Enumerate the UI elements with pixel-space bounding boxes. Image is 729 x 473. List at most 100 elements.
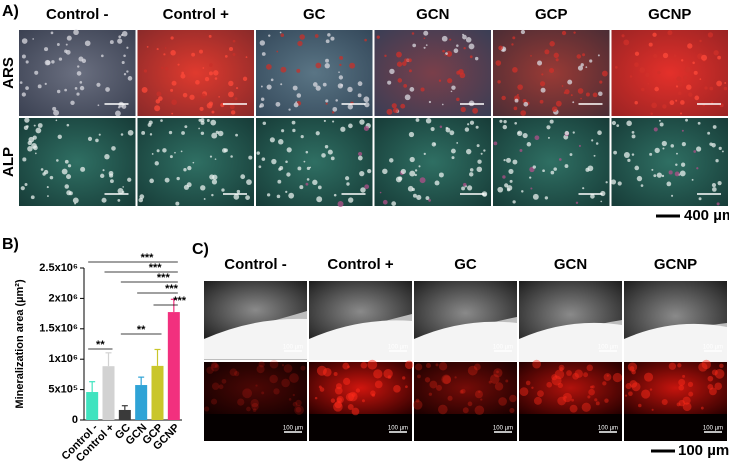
cell <box>699 39 702 43</box>
fluorescent-spot <box>295 399 302 407</box>
cell <box>693 150 697 153</box>
cell <box>303 160 306 163</box>
cell <box>376 35 380 39</box>
cell <box>211 193 214 197</box>
cell <box>498 45 504 51</box>
cell <box>200 185 206 191</box>
cell <box>245 195 250 200</box>
fluorescent-spot <box>336 395 344 404</box>
cell <box>522 98 527 103</box>
cell <box>474 56 479 61</box>
image-scale-label: 100 µm <box>493 426 513 432</box>
cell <box>476 166 483 173</box>
fluorescent-spot <box>429 380 438 389</box>
fluorescence <box>414 362 517 414</box>
cell <box>662 104 667 109</box>
cell <box>203 198 206 200</box>
cell <box>335 99 338 102</box>
cell <box>469 55 473 59</box>
cell <box>338 75 344 80</box>
fluorescent-spot <box>557 396 567 406</box>
fluorescent-spot <box>557 382 563 389</box>
fluorescent-spot <box>294 405 304 415</box>
cell <box>430 126 435 132</box>
fluorescent-spot <box>246 406 251 412</box>
cell <box>111 146 116 151</box>
cell <box>64 88 67 92</box>
cell <box>654 147 660 154</box>
cell <box>387 80 392 85</box>
cell <box>108 170 114 176</box>
cell <box>168 130 173 135</box>
cell <box>280 83 283 86</box>
cell <box>232 53 236 56</box>
cell <box>299 185 304 190</box>
cell <box>547 136 550 139</box>
cell <box>160 119 163 122</box>
cell <box>229 104 235 110</box>
fluorescent-spot <box>641 389 651 399</box>
cell <box>658 119 661 122</box>
cell <box>407 58 412 63</box>
cell <box>546 125 551 130</box>
cell <box>541 73 544 76</box>
cell <box>279 31 282 34</box>
cell <box>514 98 519 103</box>
cell <box>459 72 466 79</box>
column-label: Control - <box>46 6 108 23</box>
fluorescent-spot <box>454 376 457 379</box>
cell <box>420 87 425 92</box>
fluorescent-spot <box>415 363 423 371</box>
cell <box>278 139 284 145</box>
cell <box>192 161 195 164</box>
fluorescent-spot <box>342 377 351 386</box>
cell <box>493 141 498 146</box>
cell <box>668 170 673 175</box>
cell <box>84 40 91 47</box>
cell <box>669 100 675 106</box>
cell <box>400 103 406 109</box>
fluorescent-spot <box>362 399 365 403</box>
fluorescent-spot <box>438 362 448 371</box>
column-label: GC <box>303 6 326 23</box>
fluorescent-spot <box>281 364 285 367</box>
cell <box>121 104 127 109</box>
cell <box>331 111 335 114</box>
cell <box>667 30 673 36</box>
clear-area <box>414 321 517 361</box>
fluorescent-spot <box>604 398 609 403</box>
cell <box>288 108 291 111</box>
cell <box>214 158 217 160</box>
cell <box>640 184 644 187</box>
cell <box>678 91 682 96</box>
cell <box>286 172 291 177</box>
cell <box>716 202 720 206</box>
cell <box>246 179 252 185</box>
cell <box>24 117 30 123</box>
image-scale-label: 100 µm <box>283 426 303 432</box>
fluorescent-spot <box>211 361 218 369</box>
cell <box>605 181 608 184</box>
fluorescent-spot <box>625 383 632 390</box>
cell <box>497 186 504 193</box>
cell <box>258 165 262 169</box>
cell <box>503 159 506 162</box>
cell <box>79 81 83 84</box>
cell <box>512 159 518 165</box>
cell <box>465 37 472 43</box>
cell <box>577 88 584 94</box>
cell <box>33 145 38 151</box>
cell <box>279 165 284 170</box>
fluorescent-spot <box>651 408 654 411</box>
fluorescent-spot <box>252 408 257 412</box>
cell <box>299 34 305 40</box>
cell <box>296 68 301 73</box>
fluorescent-spot <box>668 362 677 370</box>
cell <box>534 135 540 141</box>
cell <box>597 130 602 136</box>
fluorescent-spot <box>537 390 544 398</box>
cell <box>338 71 340 73</box>
fluorescent-spot <box>360 361 368 369</box>
cell <box>650 112 653 115</box>
cell <box>438 172 444 178</box>
